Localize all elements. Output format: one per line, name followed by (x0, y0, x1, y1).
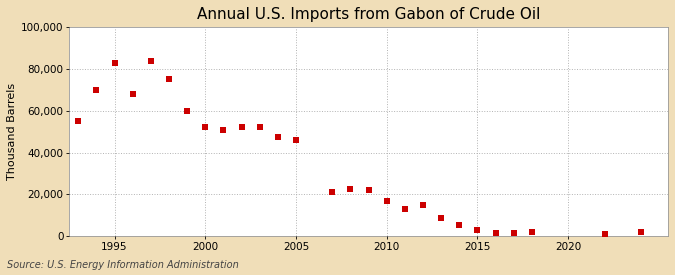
Point (526, 230, 537, 234)
Point (91, 88, 102, 92)
Point (508, 231, 519, 235)
Point (472, 227, 483, 232)
Point (381, 198, 392, 203)
Point (73, 119, 84, 123)
Point (128, 92, 138, 96)
Point (327, 190, 338, 194)
Point (418, 202, 429, 207)
Point (345, 187, 356, 191)
Point (218, 127, 229, 132)
Point (200, 125, 211, 130)
Point (273, 135, 284, 139)
Point (291, 138, 302, 142)
Point (490, 231, 501, 235)
Point (436, 216, 447, 221)
Point (236, 125, 247, 130)
Title: Annual U.S. Imports from Gabon of Crude Oil: Annual U.S. Imports from Gabon of Crude … (197, 7, 540, 22)
Point (400, 207, 410, 211)
Y-axis label: Thousand Barrels: Thousand Barrels (7, 83, 17, 180)
Point (454, 222, 465, 227)
Point (182, 109, 192, 113)
Point (599, 232, 610, 236)
Point (163, 77, 174, 82)
Point (254, 125, 265, 130)
Point (109, 60, 120, 65)
Point (363, 188, 374, 192)
Point (145, 59, 156, 63)
Point (635, 230, 646, 234)
Text: Source: U.S. Energy Information Administration: Source: U.S. Energy Information Administ… (7, 260, 238, 270)
